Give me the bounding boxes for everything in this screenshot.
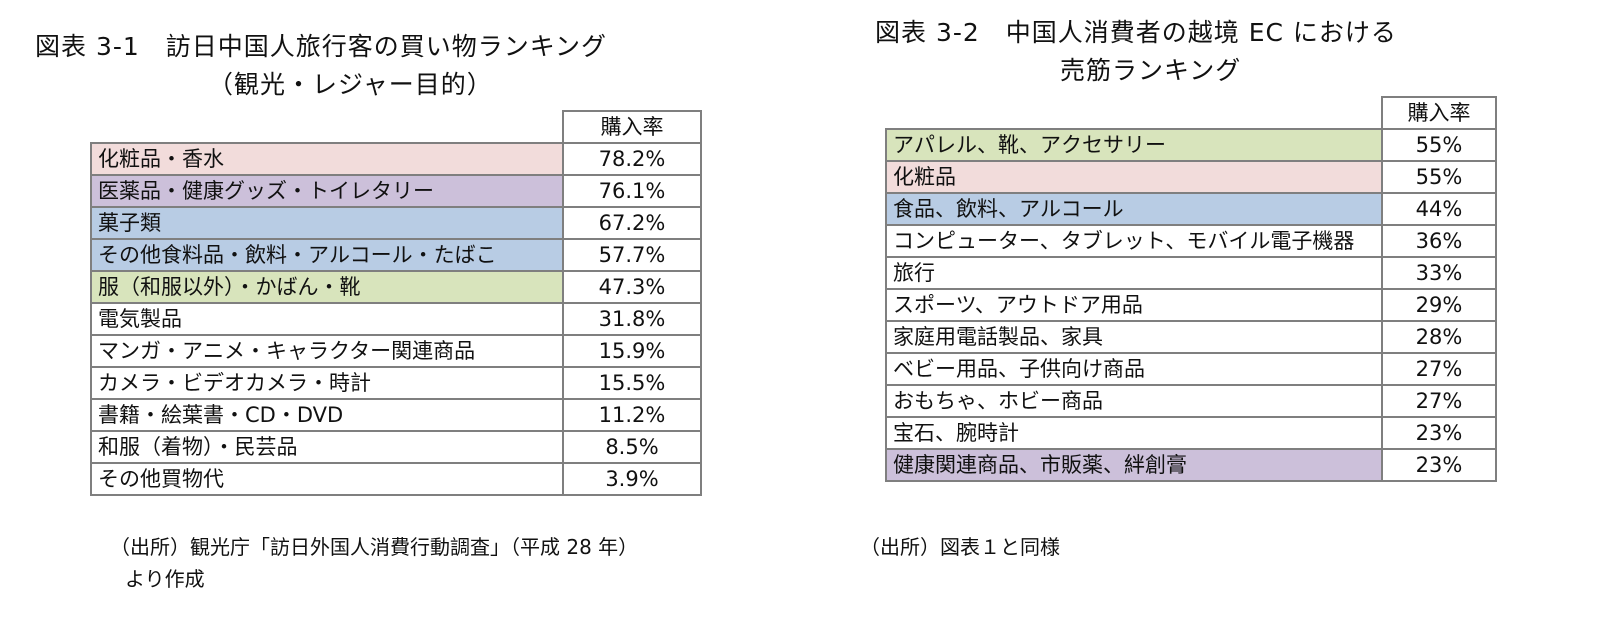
purchase-rate-cell: 23% (1381, 416, 1497, 450)
purchase-rate-cell: 28% (1381, 320, 1497, 354)
table-row: カメラ・ビデオカメラ・時計 15.5% (90, 366, 702, 400)
table-row: 菓子類 67.2% (90, 206, 702, 240)
table-row: 書籍・絵葉書・CD・DVD 11.2% (90, 398, 702, 432)
figure-title: 図表 3-1 訪日中国人旅行客の買い物ランキング (35, 32, 608, 61)
table-row: 宝石、腕時計 23% (885, 416, 1497, 450)
purchase-rate-cell: 15.9% (562, 334, 702, 368)
item-cell: 家庭用電話製品、家具 (885, 320, 1383, 354)
figure-subtitle: 売筋ランキング (1060, 56, 1242, 85)
table-row: おもちゃ、ホビー商品 27% (885, 384, 1497, 418)
item-cell: コンピューター、タブレット、モバイル電子機器 (885, 224, 1383, 258)
figure-title: 図表 3-2 中国人消費者の越境 EC における (875, 18, 1397, 47)
purchase-rate-cell: 67.2% (562, 206, 702, 240)
purchase-rate-cell: 8.5% (562, 430, 702, 464)
item-cell: 書籍・絵葉書・CD・DVD (90, 398, 564, 432)
purchase-rate-cell: 78.2% (562, 142, 702, 176)
figure-subtitle: （観光・レジャー目的） (208, 70, 493, 99)
source-note-continued: より作成 (125, 567, 205, 591)
item-cell: おもちゃ、ホビー商品 (885, 384, 1383, 418)
source-note: （出所）図表１と同様 (860, 535, 1060, 559)
purchase-rate-cell: 27% (1381, 352, 1497, 386)
table-row: コンピューター、タブレット、モバイル電子機器 36% (885, 224, 1497, 258)
purchase-rate-cell: 47.3% (562, 270, 702, 304)
table-row: その他食料品・飲料・アルコール・たばこ 57.7% (90, 238, 702, 272)
item-cell: 化粧品・香水 (90, 142, 564, 176)
figure-3-1: 図表 3-1 訪日中国人旅行客の買い物ランキング （観光・レジャー目的） 購入率… (0, 0, 760, 635)
item-cell: ベビー用品、子供向け商品 (885, 352, 1383, 386)
purchase-rate-cell: 57.7% (562, 238, 702, 272)
purchase-rate-cell: 29% (1381, 288, 1497, 322)
ranking-table-body: 購入率 アパレル、靴、アクセサリー 55% 化粧品 55% 食品、飲料、アルコール 44%… (885, 96, 1497, 482)
item-cell: アパレル、靴、アクセサリー (885, 128, 1383, 162)
purchase-rate-cell: 36% (1381, 224, 1497, 258)
table-row: ベビー用品、子供向け商品 27% (885, 352, 1497, 386)
purchase-rate-cell: 55% (1381, 160, 1497, 194)
item-cell: マンガ・アニメ・キャラクター関連商品 (90, 334, 564, 368)
item-cell: 食品、飲料、アルコール (885, 192, 1383, 226)
figure-3-2: 図表 3-2 中国人消費者の越境 EC における 売筋ランキング 購入率 アパレ… (860, 0, 1615, 635)
table-row: スポーツ、アウトドア用品 29% (885, 288, 1497, 322)
purchase-rate-cell: 31.8% (562, 302, 702, 336)
table-row: 服（和服以外）・かばん・靴 47.3% (90, 270, 702, 304)
table-row: その他買物代 3.9% (90, 462, 702, 496)
ranking-table: 購入率 アパレル、靴、アクセサリー 55% 化粧品 55% 食品、飲料、アルコール 44%… (885, 96, 1497, 482)
item-cell: カメラ・ビデオカメラ・時計 (90, 366, 564, 400)
ranking-table: 購入率 化粧品・香水 78.2% 医薬品・健康グッズ・トイレタリー 76.1% 菓子類 6… (90, 110, 702, 496)
purchase-rate-cell: 76.1% (562, 174, 702, 208)
item-cell: 化粧品 (885, 160, 1383, 194)
item-cell: 服（和服以外）・かばん・靴 (90, 270, 564, 304)
item-cell: 和服（着物）・民芸品 (90, 430, 564, 464)
source-note: （出所）観光庁「訪日外国人消費行動調査」（平成 28 年） (110, 535, 639, 559)
purchase-rate-cell: 33% (1381, 256, 1497, 290)
table-header-row: 購入率 (886, 96, 1497, 130)
table-row: 医薬品・健康グッズ・トイレタリー 76.1% (90, 174, 702, 208)
purchase-rate-cell: 27% (1381, 384, 1497, 418)
table-header-row: 購入率 (91, 110, 702, 144)
table-row: 旅行 33% (885, 256, 1497, 290)
purchase-rate-cell: 55% (1381, 128, 1497, 162)
item-cell: 菓子類 (90, 206, 564, 240)
item-cell: 旅行 (885, 256, 1383, 290)
table-row: 健康関連商品、市販薬、絆創膏 23% (885, 448, 1497, 482)
item-cell: 宝石、腕時計 (885, 416, 1383, 450)
purchase-rate-cell: 3.9% (562, 462, 702, 496)
table-row: 家庭用電話製品、家具 28% (885, 320, 1497, 354)
column-header-purchase-rate: 購入率 (562, 110, 702, 144)
item-cell: その他食料品・飲料・アルコール・たばこ (90, 238, 564, 272)
header-blank-cell (886, 97, 1383, 130)
purchase-rate-cell: 15.5% (562, 366, 702, 400)
table-row: 化粧品・香水 78.2% (90, 142, 702, 176)
item-cell: 電気製品 (90, 302, 564, 336)
table-row: 化粧品 55% (885, 160, 1497, 194)
item-cell: その他買物代 (90, 462, 564, 496)
header-blank-cell (91, 111, 564, 144)
table-row: アパレル、靴、アクセサリー 55% (885, 128, 1497, 162)
table-row: 食品、飲料、アルコール 44% (885, 192, 1497, 226)
purchase-rate-cell: 23% (1381, 448, 1497, 482)
table-row: 和服（着物）・民芸品 8.5% (90, 430, 702, 464)
column-header-purchase-rate: 購入率 (1381, 96, 1497, 130)
ranking-table-body: 購入率 化粧品・香水 78.2% 医薬品・健康グッズ・トイレタリー 76.1% 菓子類 6… (90, 110, 702, 496)
item-cell: スポーツ、アウトドア用品 (885, 288, 1383, 322)
item-cell: 医薬品・健康グッズ・トイレタリー (90, 174, 564, 208)
purchase-rate-cell: 11.2% (562, 398, 702, 432)
purchase-rate-cell: 44% (1381, 192, 1497, 226)
table-row: マンガ・アニメ・キャラクター関連商品 15.9% (90, 334, 702, 368)
item-cell: 健康関連商品、市販薬、絆創膏 (885, 448, 1383, 482)
table-row: 電気製品 31.8% (90, 302, 702, 336)
